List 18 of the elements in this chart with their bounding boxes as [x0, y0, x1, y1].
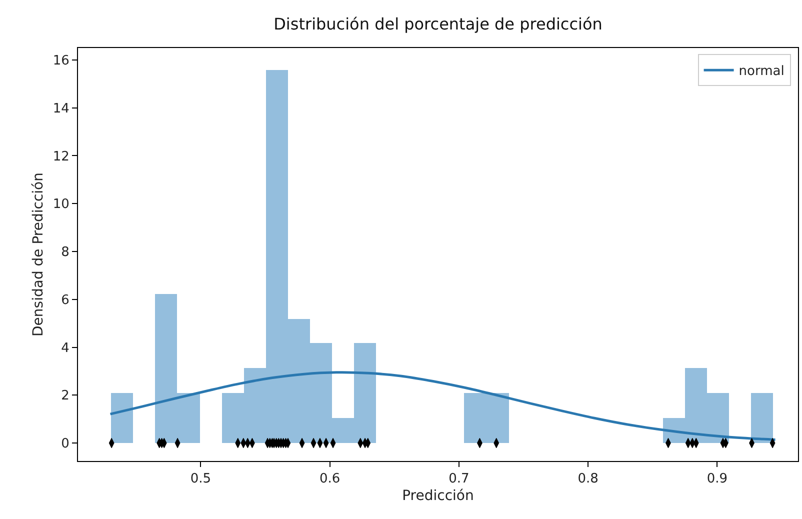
x-tick-label: 0.9 [706, 472, 728, 487]
legend-label: normal [738, 64, 784, 80]
x-tick-label: 0.7 [448, 472, 470, 487]
x-tick-label: 0.8 [578, 472, 598, 487]
y-axis-title: Densidad de Predicción [30, 172, 46, 336]
y-tick-label: 14 [52, 101, 70, 116]
y-tick-label: 6 [61, 292, 70, 308]
x-tick-label: 0.6 [319, 472, 340, 487]
y-tick-label: 10 [52, 197, 70, 212]
x-axis-title: Predicción [402, 488, 474, 504]
y-tick-label: 16 [52, 54, 70, 69]
y-tick-label: 0 [61, 436, 70, 452]
y-tick-label: 4 [61, 340, 70, 356]
chart-title: Distribución del porcentaje de predicción [274, 14, 602, 34]
y-tick-label: 12 [52, 149, 70, 164]
y-tick-label: 2 [61, 388, 70, 404]
y-tick-label: 8 [61, 245, 70, 260]
x-tick-label: 0.5 [190, 472, 212, 487]
